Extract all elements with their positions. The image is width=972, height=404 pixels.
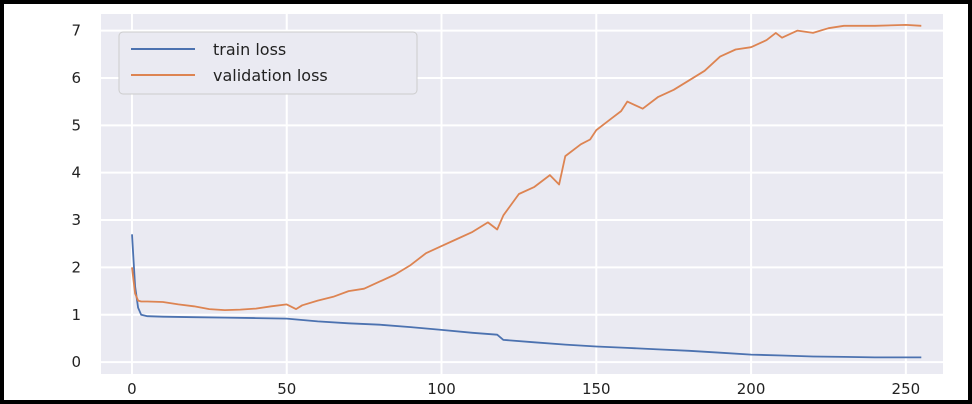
grid [101, 14, 943, 374]
y-tick-label: 4 [71, 164, 81, 182]
y-tick-label: 7 [71, 22, 81, 40]
y-tick-label: 3 [71, 211, 81, 229]
y-tick-label: 5 [71, 116, 81, 134]
series-line-validation-loss [131, 23, 922, 312]
legend-label: train loss [213, 40, 286, 59]
y-tick-label: 1 [71, 306, 81, 324]
x-tick-label: 200 [737, 380, 766, 398]
legend-box [118, 31, 418, 95]
y-tick-label: 6 [71, 69, 81, 87]
legend: train loss validation loss [118, 31, 418, 95]
y-axis-tick-labels: 0 1 2 3 4 5 6 7 [71, 22, 81, 372]
x-tick-label: 150 [582, 380, 611, 398]
x-tick-label: 250 [892, 380, 921, 398]
x-tick-label: 100 [427, 380, 456, 398]
series-lines [131, 23, 922, 359]
legend-label: validation loss [213, 66, 328, 85]
y-tick-label: 0 [71, 353, 81, 371]
x-tick-label: 0 [127, 380, 137, 398]
x-axis-tick-labels: 0 50 100 150 200 250 [127, 380, 920, 398]
series-line-train-loss [131, 234, 922, 359]
x-tick-label: 50 [277, 380, 296, 398]
loss-chart: 0 50 100 150 200 250 0 1 2 3 4 5 6 7 train loss valid… [71, 14, 943, 398]
y-tick-label: 2 [71, 258, 81, 276]
